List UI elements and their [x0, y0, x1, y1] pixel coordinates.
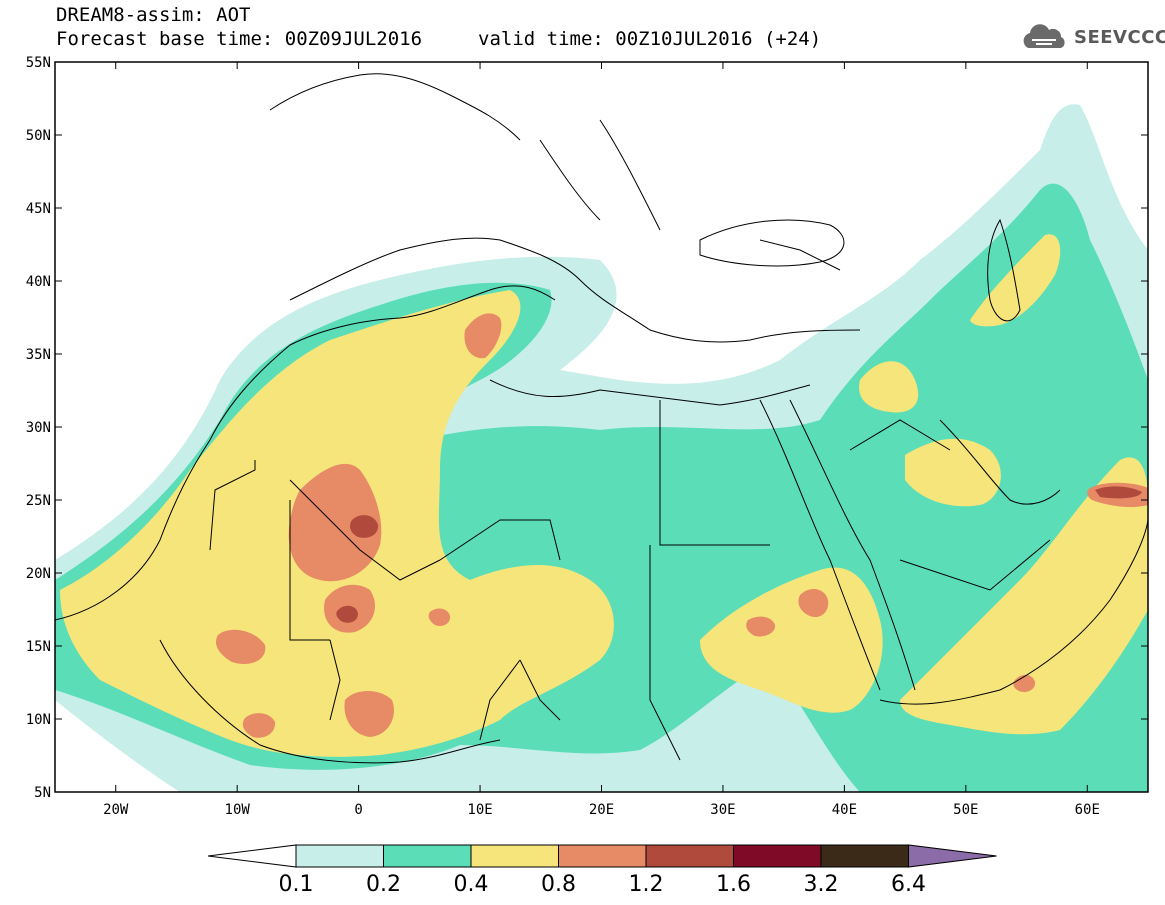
coast-arabia-south: [879, 519, 1148, 705]
colorbar-label: 3.2: [804, 872, 839, 897]
border-7: [519, 659, 561, 721]
lon-label: 40E: [832, 802, 857, 818]
coast-gulf-guinea: [159, 639, 501, 764]
logo-text: SEEVCCC: [1074, 27, 1165, 48]
colorbar-label: 0.4: [454, 872, 489, 897]
border-11: [479, 659, 521, 741]
latitude-ticks: 55N 50N 45N 40N 35N 30N 25N 20N 15N 10N 5N: [26, 55, 1148, 801]
aot-band-1.2-algeria: [350, 515, 379, 538]
border-13: [539, 139, 601, 221]
coast-red-sea-east: [789, 399, 916, 691]
colorbar-label: 1.2: [629, 872, 664, 897]
border-3: [289, 479, 441, 581]
coastlines: [55, 73, 1148, 764]
border-1: [209, 460, 256, 551]
lat-label: 35N: [26, 347, 51, 363]
border-9: [899, 539, 1051, 591]
lat-label: 15N: [26, 639, 51, 655]
colorbar-segment: [558, 844, 647, 868]
border-6: [649, 545, 681, 761]
aot-band-0.8-yemen: [1013, 674, 1036, 692]
border-8: [849, 419, 951, 451]
lon-label: 10W: [225, 802, 251, 818]
aot-field: [55, 73, 1148, 792]
lon-label: 50E: [953, 802, 978, 818]
colorbar-segment: [733, 844, 822, 868]
coast-red-sea-west: [759, 399, 881, 691]
colorbar-segment: [470, 844, 559, 868]
borders: [209, 119, 1051, 761]
lat-label: 30N: [26, 420, 51, 436]
aot-band-1.2-oman: [1095, 486, 1142, 499]
lon-label: 20W: [103, 802, 129, 818]
lat-label: 25N: [26, 493, 51, 509]
lon-label: 10E: [467, 802, 492, 818]
lat-label: 10N: [26, 712, 51, 728]
border-14: [759, 239, 841, 271]
colorbar-label: 0.8: [541, 872, 576, 897]
aot-band-0.4-arabia: [900, 457, 1148, 735]
colorbar: 0.1 0.2 0.4 0.8 1.2 1.6 3.2 6.4: [207, 844, 997, 897]
aot-band-0.4-gulf: [905, 438, 1001, 507]
aot-band-0.8-nigeria: [344, 691, 394, 737]
model-title: DREAM8-assim: AOT: [56, 4, 251, 26]
lat-label: 20N: [26, 566, 51, 582]
aot-band-0.8-niger: [428, 608, 451, 626]
lat-label: 55N: [26, 55, 51, 71]
lon-label: 0: [354, 802, 362, 818]
aot-band-0.8-tunisia: [464, 313, 502, 359]
coast-persian-gulf: [939, 419, 1061, 505]
lat-label: 45N: [26, 201, 51, 217]
colorbar-segment: [383, 844, 472, 868]
seevccc-logo: SEEVCCC: [1018, 18, 1165, 58]
colorbar-segment: [645, 844, 734, 868]
aot-band-0.8-ghana: [242, 713, 276, 738]
colorbar-label: 0.2: [366, 872, 401, 897]
coast-europe-south: [289, 237, 861, 343]
aot-band-0.8-sudan: [798, 588, 829, 618]
colorbar-label: 1.6: [716, 872, 751, 897]
aot-band-0.4-iraq: [859, 361, 919, 413]
coast-caspian: [987, 218, 1021, 322]
coast-black-sea: [699, 219, 845, 267]
lat-label: 5N: [34, 785, 51, 801]
longitude-ticks: 20W 10W 0 10E 20E 30E 40E 50E 60E: [103, 62, 1100, 818]
aot-band-0.8-chad: [746, 616, 776, 637]
coast-west-africa: [55, 285, 556, 621]
lon-label: 20E: [589, 802, 614, 818]
colorbar-label: 6.4: [891, 872, 926, 897]
colorbar-under-arrow: [207, 844, 297, 868]
coast-europe-north: [269, 73, 521, 141]
lat-label: 40N: [26, 274, 51, 290]
colorbar-segment: [820, 844, 909, 868]
aot-band-0.4-east: [700, 567, 883, 713]
colorbar-segment: [295, 844, 384, 868]
colorbar-over-arrow: [908, 844, 997, 868]
lat-label: 50N: [26, 128, 51, 144]
aot-band-0.8-algeria: [288, 463, 382, 582]
valid-time: valid time: 00Z10JUL2016 (+24): [478, 28, 822, 50]
border-10: [329, 639, 341, 721]
aot-band-1.2-mali: [336, 605, 358, 623]
lon-label: 30E: [710, 802, 735, 818]
border-4: [439, 519, 561, 561]
base-time: Forecast base time: 00Z09JUL2016: [56, 28, 423, 50]
aot-band-0.8-senegal: [215, 629, 266, 665]
border-2: [289, 500, 330, 641]
colorbar-label: 0.1: [279, 872, 314, 897]
lon-label: 60E: [1075, 802, 1100, 818]
cloud-icon: [1023, 24, 1065, 48]
border-12: [599, 119, 661, 231]
border-5: [659, 400, 770, 546]
coast-mediterranean-south: [489, 379, 811, 406]
